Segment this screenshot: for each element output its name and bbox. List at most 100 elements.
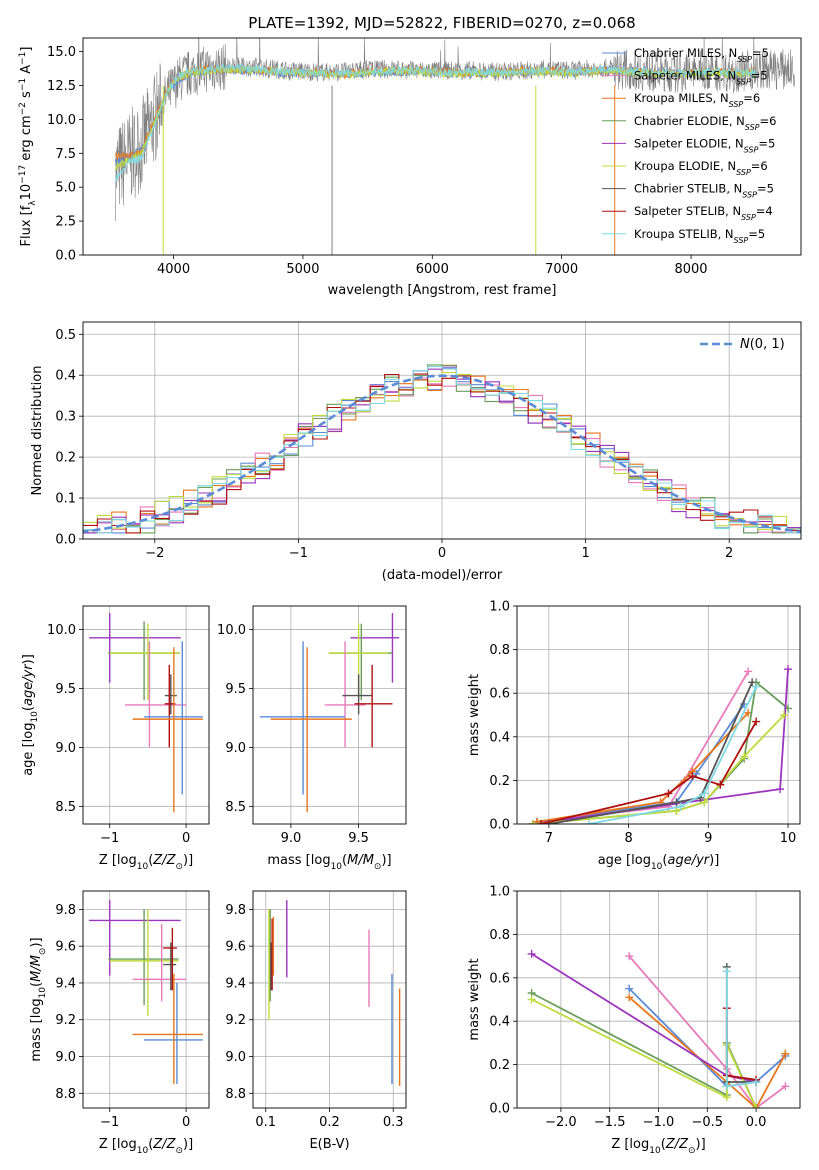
y-tick-label: 0.0 — [489, 818, 510, 833]
x-tick-label: 7 — [545, 831, 553, 846]
y-tick-label: 5.0 — [55, 181, 76, 196]
x-tick-label: −0.5 — [692, 1115, 724, 1130]
y-tick-label: 7.5 — [55, 147, 76, 162]
series-marker — [584, 820, 593, 824]
age-vs-mass-panel: 9.0 9.5 8.5 9.0 9.5 10.0 mass [log10(M/M⊙)] — [217, 605, 407, 872]
mass-weight-vs-age-xlabel: age [log10(age/yr)] — [598, 853, 720, 872]
series-marker — [752, 1104, 761, 1108]
y-tick-label: 9.4 — [55, 976, 76, 991]
y-tick-label: 9.6 — [55, 940, 76, 955]
x-tick-label: −1.0 — [643, 1115, 675, 1130]
x-tick-label: 5000 — [286, 262, 319, 277]
series-marker — [781, 1082, 790, 1091]
age-vs-mass-plot-area — [253, 606, 406, 824]
mass-vs-EBV-xlabel: E(B-V) — [309, 1137, 349, 1152]
series-marker — [752, 717, 761, 726]
x-tick-label: 7000 — [545, 262, 578, 277]
series-marker — [781, 1049, 790, 1058]
x-tick-label: −1.5 — [594, 1115, 626, 1130]
series-marker — [716, 780, 725, 789]
mass-weight-series — [628, 955, 786, 1108]
age-vs-Z-plot-area — [83, 606, 209, 824]
mass-weight-vs-Z-frame — [516, 890, 801, 1109]
spectrum-frame — [82, 37, 802, 256]
mass-vs-EBV-frame — [252, 890, 407, 1109]
mass-weight-series — [536, 703, 745, 823]
residual-histogram — [83, 366, 801, 534]
series-marker — [664, 789, 673, 798]
series-marker — [625, 952, 634, 961]
y-tick-label: 9.6 — [225, 940, 246, 955]
x-tick-label: 8 — [624, 831, 632, 846]
mass-weight-vs-age-panel: 7 8 9 10 0.0 0.2 0.4 0.6 0.8 1.0 age [log10(age/yr… — [467, 600, 801, 872]
series-marker — [527, 995, 536, 1004]
y-tick-label: 9.0 — [55, 741, 76, 756]
y-tick-label: 9.4 — [225, 976, 246, 991]
spectrum-plot-area — [114, 38, 795, 255]
legend-entry: Salpeter STELIB, NSSP=4 — [634, 204, 773, 222]
series-marker — [536, 820, 545, 824]
legend-entry: N(0, 1) — [740, 337, 785, 352]
y-tick-label: 1.0 — [489, 600, 510, 615]
series-marker — [722, 1093, 731, 1102]
y-tick-label: 10.0 — [47, 623, 76, 638]
y-tick-label: 0.4 — [55, 369, 76, 384]
residual-histogram — [83, 368, 801, 534]
age-vs-Z-xlabel: Z [log10(Z/Z⊙)] — [99, 853, 193, 872]
legend-entry: Chabrier STELIB, NSSP=5 — [634, 182, 774, 200]
mass-vs-EBV-plot-area — [253, 891, 406, 1108]
spectrum-xlabel: wavelength [Angstrom, rest frame] — [328, 283, 557, 298]
y-tick-label: 0.0 — [55, 533, 76, 548]
y-tick-label: 0.8 — [489, 928, 510, 943]
x-tick-label: 0.1 — [255, 1115, 276, 1130]
age-vs-mass-frame — [252, 605, 407, 825]
residual-histogram-panel: −2 −1 0 1 2 0.0 0.1 0.2 0.3 0.4 0.5 N(0, 1) (data-mo… — [30, 321, 802, 583]
y-tick-label: 8.5 — [225, 800, 246, 815]
x-tick-label: 1 — [581, 546, 589, 561]
y-tick-label: 0.2 — [489, 1058, 510, 1073]
legend-entry: Salpeter ELODIE, NSSP=5 — [634, 136, 775, 154]
x-tick-label: −1 — [100, 831, 119, 846]
mass-vs-Z-xlabel: Z [log10(Z/Z⊙)] — [99, 1137, 193, 1156]
x-tick-label: −2 — [145, 546, 164, 561]
series-marker — [752, 682, 761, 691]
residuals-ylabel: Normed distribution — [30, 366, 45, 496]
y-tick-label: 0.6 — [489, 687, 510, 702]
legend-entry: Chabrier MILES, NSSP=5 — [634, 46, 769, 64]
series-marker — [722, 1082, 731, 1091]
mass-weight-vs-metallicity-panel: −2.0 −1.5 −1.0 −0.5 0.0 0.0 0.2 0.4 0.6 0.8 1.0 Z [… — [467, 885, 801, 1156]
y-tick-label: 0.2 — [489, 774, 510, 789]
series-marker — [722, 967, 731, 976]
age-vs-metallicity-panel: −1 0 8.5 9.0 9.5 10.0 Z [log10(Z/Z⊙)] age [log1… — [21, 605, 210, 872]
x-tick-label: 10 — [780, 831, 797, 846]
y-tick-label: 15.0 — [47, 45, 76, 60]
y-tick-label: 0.4 — [489, 1015, 510, 1030]
x-tick-label: 8000 — [674, 262, 707, 277]
mass-vs-metallicity-panel: −1 0 8.8 9.0 9.2 9.4 9.6 9.8 Z [log10(Z/Z⊙)] mass… — [29, 890, 210, 1156]
y-tick-label: 12.5 — [47, 79, 76, 94]
age-vs-mass-xlabel: mass [log10(M/M⊙)] — [267, 853, 391, 872]
legend-entry: Salpeter MILES, NSSP=5 — [634, 69, 768, 87]
x-tick-label: 0.2 — [319, 1115, 340, 1130]
y-tick-label: 0.3 — [55, 410, 76, 425]
residuals-plot-area — [83, 322, 801, 539]
legend-entry: Kroupa ELODIE, NSSP=6 — [634, 159, 768, 177]
y-tick-label: 0.6 — [489, 971, 510, 986]
mass-vs-Z-frame — [82, 890, 210, 1109]
residual-histogram — [83, 373, 801, 534]
series-marker — [776, 785, 785, 794]
mass-weight-vs-Z-xlabel: Z [log10(Z/Z⊙)] — [611, 1137, 705, 1156]
series-marker — [688, 772, 697, 781]
x-tick-label: 2 — [725, 546, 733, 561]
y-tick-label: 9.2 — [55, 1013, 76, 1028]
mass-vs-Z-ylabel: mass [log10(M/M⊙)] — [29, 937, 48, 1061]
residual-histogram — [83, 366, 801, 534]
y-tick-label: 0.2 — [55, 451, 76, 466]
normal-distribution-curve — [83, 374, 801, 534]
legend-entry: Kroupa MILES, NSSP=6 — [634, 91, 760, 109]
series-marker — [748, 678, 757, 687]
y-tick-label: 9.0 — [55, 1050, 76, 1065]
x-tick-label: −1 — [100, 1115, 119, 1130]
x-tick-label: 9.0 — [281, 831, 302, 846]
